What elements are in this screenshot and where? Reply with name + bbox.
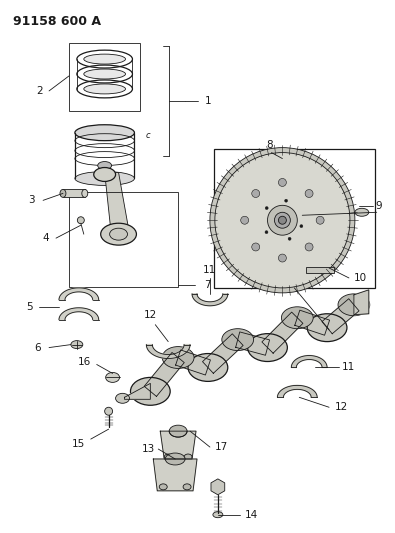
Ellipse shape <box>71 341 83 349</box>
Ellipse shape <box>105 373 120 382</box>
Ellipse shape <box>84 54 126 64</box>
Ellipse shape <box>169 425 187 437</box>
Text: 4: 4 <box>43 233 49 243</box>
Ellipse shape <box>285 199 288 202</box>
Polygon shape <box>59 288 99 300</box>
Ellipse shape <box>84 84 126 94</box>
Ellipse shape <box>82 189 88 197</box>
Polygon shape <box>211 479 225 495</box>
Ellipse shape <box>241 216 248 224</box>
Text: c: c <box>146 131 150 140</box>
Ellipse shape <box>305 190 313 198</box>
Ellipse shape <box>105 407 113 415</box>
Ellipse shape <box>188 353 228 382</box>
Ellipse shape <box>288 237 291 240</box>
Ellipse shape <box>265 231 268 233</box>
Ellipse shape <box>267 205 297 235</box>
Ellipse shape <box>165 453 185 465</box>
Ellipse shape <box>355 208 369 216</box>
Polygon shape <box>292 356 327 367</box>
Ellipse shape <box>248 334 288 361</box>
Polygon shape <box>192 294 228 306</box>
Ellipse shape <box>265 207 268 209</box>
Ellipse shape <box>101 223 136 245</box>
Ellipse shape <box>316 216 324 224</box>
Ellipse shape <box>75 125 134 141</box>
Polygon shape <box>262 312 303 353</box>
Ellipse shape <box>305 243 313 251</box>
Ellipse shape <box>75 172 134 185</box>
Text: 6: 6 <box>34 343 40 352</box>
Ellipse shape <box>164 454 172 460</box>
Polygon shape <box>59 308 99 320</box>
Polygon shape <box>295 310 329 335</box>
Ellipse shape <box>252 190 260 198</box>
Ellipse shape <box>252 243 260 251</box>
Text: 12: 12 <box>144 310 157 320</box>
Polygon shape <box>160 431 196 459</box>
Polygon shape <box>203 334 243 373</box>
Ellipse shape <box>222 329 254 351</box>
Polygon shape <box>236 332 269 356</box>
Ellipse shape <box>94 167 116 181</box>
Ellipse shape <box>281 307 313 329</box>
Ellipse shape <box>116 393 130 403</box>
Text: 5: 5 <box>26 302 32 312</box>
Polygon shape <box>124 383 150 399</box>
Ellipse shape <box>307 314 347 342</box>
Polygon shape <box>277 385 317 397</box>
Text: 2: 2 <box>36 86 42 96</box>
Ellipse shape <box>210 148 355 293</box>
Ellipse shape <box>213 512 223 518</box>
Ellipse shape <box>300 224 303 228</box>
Polygon shape <box>176 350 211 375</box>
Text: 91158 600 A: 91158 600 A <box>13 15 101 28</box>
Ellipse shape <box>184 454 192 460</box>
Ellipse shape <box>275 212 290 228</box>
Polygon shape <box>153 459 197 491</box>
Polygon shape <box>354 290 369 315</box>
Text: 11: 11 <box>203 265 216 275</box>
Polygon shape <box>144 352 184 397</box>
Ellipse shape <box>159 484 167 490</box>
Text: 7: 7 <box>203 280 210 290</box>
Text: 11: 11 <box>342 362 356 373</box>
Ellipse shape <box>60 189 66 197</box>
Ellipse shape <box>110 228 128 240</box>
Ellipse shape <box>338 294 370 316</box>
Text: 17: 17 <box>215 442 228 452</box>
Polygon shape <box>147 345 190 359</box>
Text: 14: 14 <box>245 510 258 520</box>
Ellipse shape <box>162 346 194 368</box>
Text: 8: 8 <box>266 140 273 150</box>
Text: 13: 13 <box>142 444 155 454</box>
Polygon shape <box>322 298 359 334</box>
Ellipse shape <box>183 484 191 490</box>
Text: 12: 12 <box>334 402 348 412</box>
Polygon shape <box>306 267 334 273</box>
Text: 3: 3 <box>28 196 34 205</box>
Ellipse shape <box>278 179 286 187</box>
Text: 1: 1 <box>205 96 211 106</box>
Polygon shape <box>105 173 128 228</box>
Ellipse shape <box>84 69 126 79</box>
Polygon shape <box>63 189 85 197</box>
Text: 16: 16 <box>78 357 91 367</box>
Text: 9: 9 <box>375 201 382 211</box>
Ellipse shape <box>215 152 350 288</box>
Ellipse shape <box>278 254 286 262</box>
Ellipse shape <box>98 161 112 169</box>
Ellipse shape <box>278 216 286 224</box>
Ellipse shape <box>130 377 170 405</box>
Ellipse shape <box>77 217 84 224</box>
Text: 10: 10 <box>354 273 367 283</box>
Text: 15: 15 <box>72 439 85 449</box>
